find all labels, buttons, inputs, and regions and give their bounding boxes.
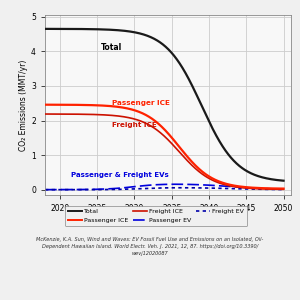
Text: Freight ICE: Freight ICE [112, 122, 157, 128]
Text: Total: Total [101, 43, 122, 52]
Text: McKenzie, K.A. Sun, Wind and Waves: EV Fossil Fuel Use and Emissions on an Isola: McKenzie, K.A. Sun, Wind and Waves: EV F… [36, 237, 264, 256]
Legend: Total, Passenger ICE, Freight ICE, Passenger EV, Freight EV: Total, Passenger ICE, Freight ICE, Passe… [65, 206, 247, 226]
Y-axis label: CO₂ Emissions (MMT/yr): CO₂ Emissions (MMT/yr) [19, 59, 28, 151]
Text: Passenger ICE: Passenger ICE [112, 100, 170, 106]
Text: Passenger & Freight EVs: Passenger & Freight EVs [71, 172, 169, 178]
